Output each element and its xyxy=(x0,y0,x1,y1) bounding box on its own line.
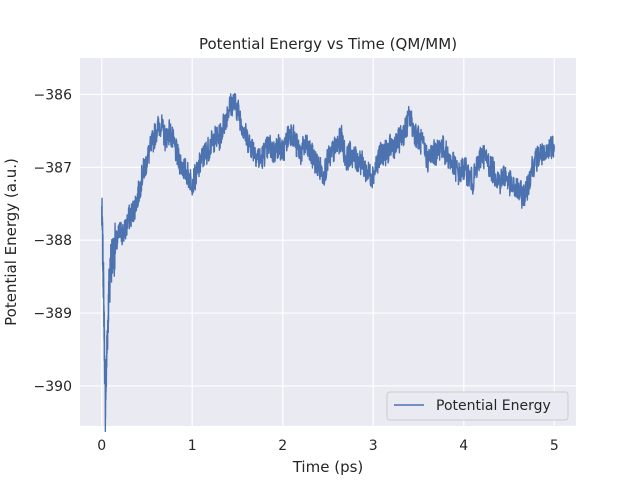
y-tick-label: −388 xyxy=(34,233,72,249)
legend: Potential Energy xyxy=(386,391,569,421)
y-axis-label: Potential Energy (a.u.) xyxy=(2,158,20,326)
legend-label: Potential Energy xyxy=(436,398,551,414)
x-tick-label: 2 xyxy=(278,438,287,454)
y-ticks: −390 −389 −388 −387 −386 xyxy=(34,87,73,394)
y-tick-label: −389 xyxy=(34,306,72,322)
y-tick-label: −386 xyxy=(34,87,73,103)
x-tick-label: 1 xyxy=(188,438,197,454)
series-line-potential-energy xyxy=(101,92,555,433)
y-tick-label: −387 xyxy=(34,160,72,176)
plot-background xyxy=(80,58,576,426)
chart-title: Potential Energy vs Time (QM/MM) xyxy=(199,35,457,53)
x-ticks: 0 1 2 3 4 5 xyxy=(97,438,558,454)
x-axis-label: Time (ps) xyxy=(292,458,364,476)
y-tick-label: −390 xyxy=(34,379,72,395)
x-tick-label: 3 xyxy=(369,438,378,454)
x-tick-label: 5 xyxy=(550,438,559,454)
series-layer xyxy=(101,92,555,433)
x-tick-label: 0 xyxy=(97,438,106,454)
legend-box xyxy=(386,391,569,421)
x-tick-label: 4 xyxy=(459,438,468,454)
